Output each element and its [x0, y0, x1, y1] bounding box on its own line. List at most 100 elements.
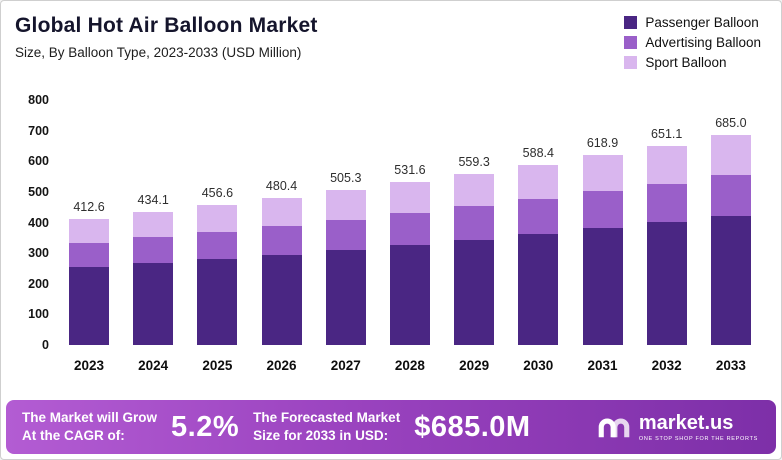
bar-segment	[261, 254, 302, 345]
bar-stack	[69, 218, 109, 345]
bar-segment	[518, 164, 559, 200]
title-block: Global Hot Air Balloon Market Size, By B…	[15, 14, 318, 60]
x-tick-label: 2033	[715, 358, 746, 373]
bar-segment	[646, 183, 687, 223]
y-tick-label: 800	[28, 93, 49, 107]
bar-segment	[646, 145, 687, 184]
legend-label: Sport Balloon	[645, 55, 727, 70]
y-tick-label: 600	[28, 154, 49, 169]
forecast-label: The Forecasted Market Size for 2033 in U…	[253, 409, 400, 444]
x-tick-label: 2030	[523, 358, 554, 373]
y-tick-label: 700	[28, 123, 49, 138]
bar-segment	[646, 222, 687, 345]
forecast-value: $685.0M	[414, 410, 531, 443]
bar-segment	[133, 237, 174, 264]
bar-segment	[710, 135, 751, 176]
bar-segment	[389, 244, 430, 345]
y-tick-label: 100	[28, 307, 49, 322]
bar-stack	[261, 197, 302, 345]
bar-total-label: 685.0	[715, 116, 747, 131]
bar-segment	[454, 206, 495, 240]
bar-2028: 531.6	[389, 163, 430, 345]
plot-area: 412.6 434.1 456.6 480.4 505.3 531.6 559.3 588.4…	[59, 100, 761, 345]
legend-label: Advertising Balloon	[645, 35, 761, 50]
bar-segment	[389, 213, 430, 245]
bar-segment	[389, 182, 430, 214]
bar-2033: 685.0	[710, 116, 751, 345]
bar-stack	[454, 173, 495, 345]
header: Global Hot Air Balloon Market Size, By B…	[1, 1, 781, 70]
legend-swatch-advertising-icon	[624, 36, 638, 49]
y-axis: 0 100 200 300 400 500 600 700 800	[15, 93, 59, 352]
bar-segment	[325, 249, 366, 345]
bar-total-label: 651.1	[651, 126, 683, 141]
x-tick-label: 2031	[587, 358, 618, 373]
cagr-label-line2: At the CAGR of:	[22, 428, 125, 443]
bar-segment	[197, 205, 238, 232]
bar-total-label: 456.6	[201, 186, 234, 201]
bar-segment	[518, 199, 559, 235]
marketus-logo-icon	[598, 418, 630, 438]
legend-item-sport: Sport Balloon	[624, 55, 761, 70]
bar-total-label: 531.6	[394, 163, 426, 178]
marketus-logo-text: market.us	[638, 411, 734, 434]
bar-total-label: 505.3	[330, 171, 362, 186]
bar-segment	[710, 175, 751, 216]
bar-total-label: 559.3	[458, 154, 490, 169]
x-tick-label: 2032	[651, 358, 682, 373]
x-tick-label: 2029	[459, 358, 490, 373]
x-axis: 2023 2024 2025 2026 2027 2028 2029 2030 2031 2032…	[59, 358, 761, 373]
legend: Passenger Balloon Advertising Balloon Sp…	[624, 14, 761, 70]
bar-segment	[261, 225, 302, 255]
cagr-label-line1: The Market will Grow	[22, 410, 158, 426]
legend-item-advertising: Advertising Balloon	[624, 35, 761, 50]
bar-segment	[261, 197, 302, 226]
x-tick-label: 2025	[202, 358, 233, 373]
bar-stack	[197, 205, 238, 345]
bar-stack	[389, 182, 430, 345]
forecast-label-line2: Size for 2033 in USD:	[253, 428, 389, 443]
y-tick-label: 400	[28, 215, 49, 230]
bar-segment	[325, 190, 366, 220]
bar-stack	[582, 155, 623, 345]
bar-total-label: 618.9	[586, 136, 619, 151]
legend-item-passenger: Passenger Balloon	[624, 15, 761, 30]
bar-segment	[582, 191, 623, 229]
legend-label: Passenger Balloon	[645, 15, 759, 30]
bar-segment	[133, 263, 174, 345]
bar-2030: 588.4	[518, 146, 559, 345]
bar-segment	[197, 259, 238, 345]
y-tick-label: 300	[28, 246, 49, 261]
x-tick-label: 2023	[73, 358, 105, 373]
bar-total-label: 480.4	[265, 178, 298, 193]
legend-swatch-sport-icon	[624, 56, 638, 69]
stacked-bar-chart: 0 100 200 300 400 500 600 700 800 412.6 434.1 456.…	[1, 93, 781, 373]
bar-2032: 651.1	[646, 127, 687, 345]
marketus-logo-textblock: market.us ONE STOP SHOP FOR THE REPORTS	[639, 413, 758, 442]
bar-stack	[646, 145, 687, 345]
cagr-label: The Market will Grow At the CAGR of:	[22, 409, 157, 444]
page-subtitle: Size, By Balloon Type, 2023-2033 (USD Mi…	[15, 45, 302, 60]
x-tick-label: 2028	[394, 358, 425, 373]
forecast-label-line1: The Forecasted Market	[253, 410, 401, 426]
bar-segment	[582, 228, 623, 345]
page-title: Global Hot Air Balloon Market	[15, 14, 318, 37]
bar-segment	[69, 267, 109, 345]
bar-segment	[454, 173, 495, 207]
cagr-banner: The Market will Grow At the CAGR of: 5.2…	[6, 400, 776, 454]
bar-stack	[518, 164, 559, 345]
bar-2024: 434.1	[133, 193, 174, 345]
bar-segment	[197, 231, 238, 259]
plot-row: 0 100 200 300 400 500 600 700 800 412.6 434.1 456.…	[15, 93, 761, 352]
legend-swatch-passenger-icon	[624, 16, 638, 29]
bar-segment	[710, 216, 751, 345]
marketus-logo: market.us ONE STOP SHOP FOR THE REPORTS	[597, 413, 760, 442]
bar-2026: 480.4	[261, 179, 302, 345]
bar-total-label: 588.4	[522, 145, 554, 160]
bar-segment	[69, 218, 109, 243]
bar-2031: 618.9	[582, 136, 623, 345]
bar-stack	[325, 190, 366, 345]
bar-2023: 412.6	[69, 200, 109, 345]
bar-stack	[710, 135, 751, 345]
